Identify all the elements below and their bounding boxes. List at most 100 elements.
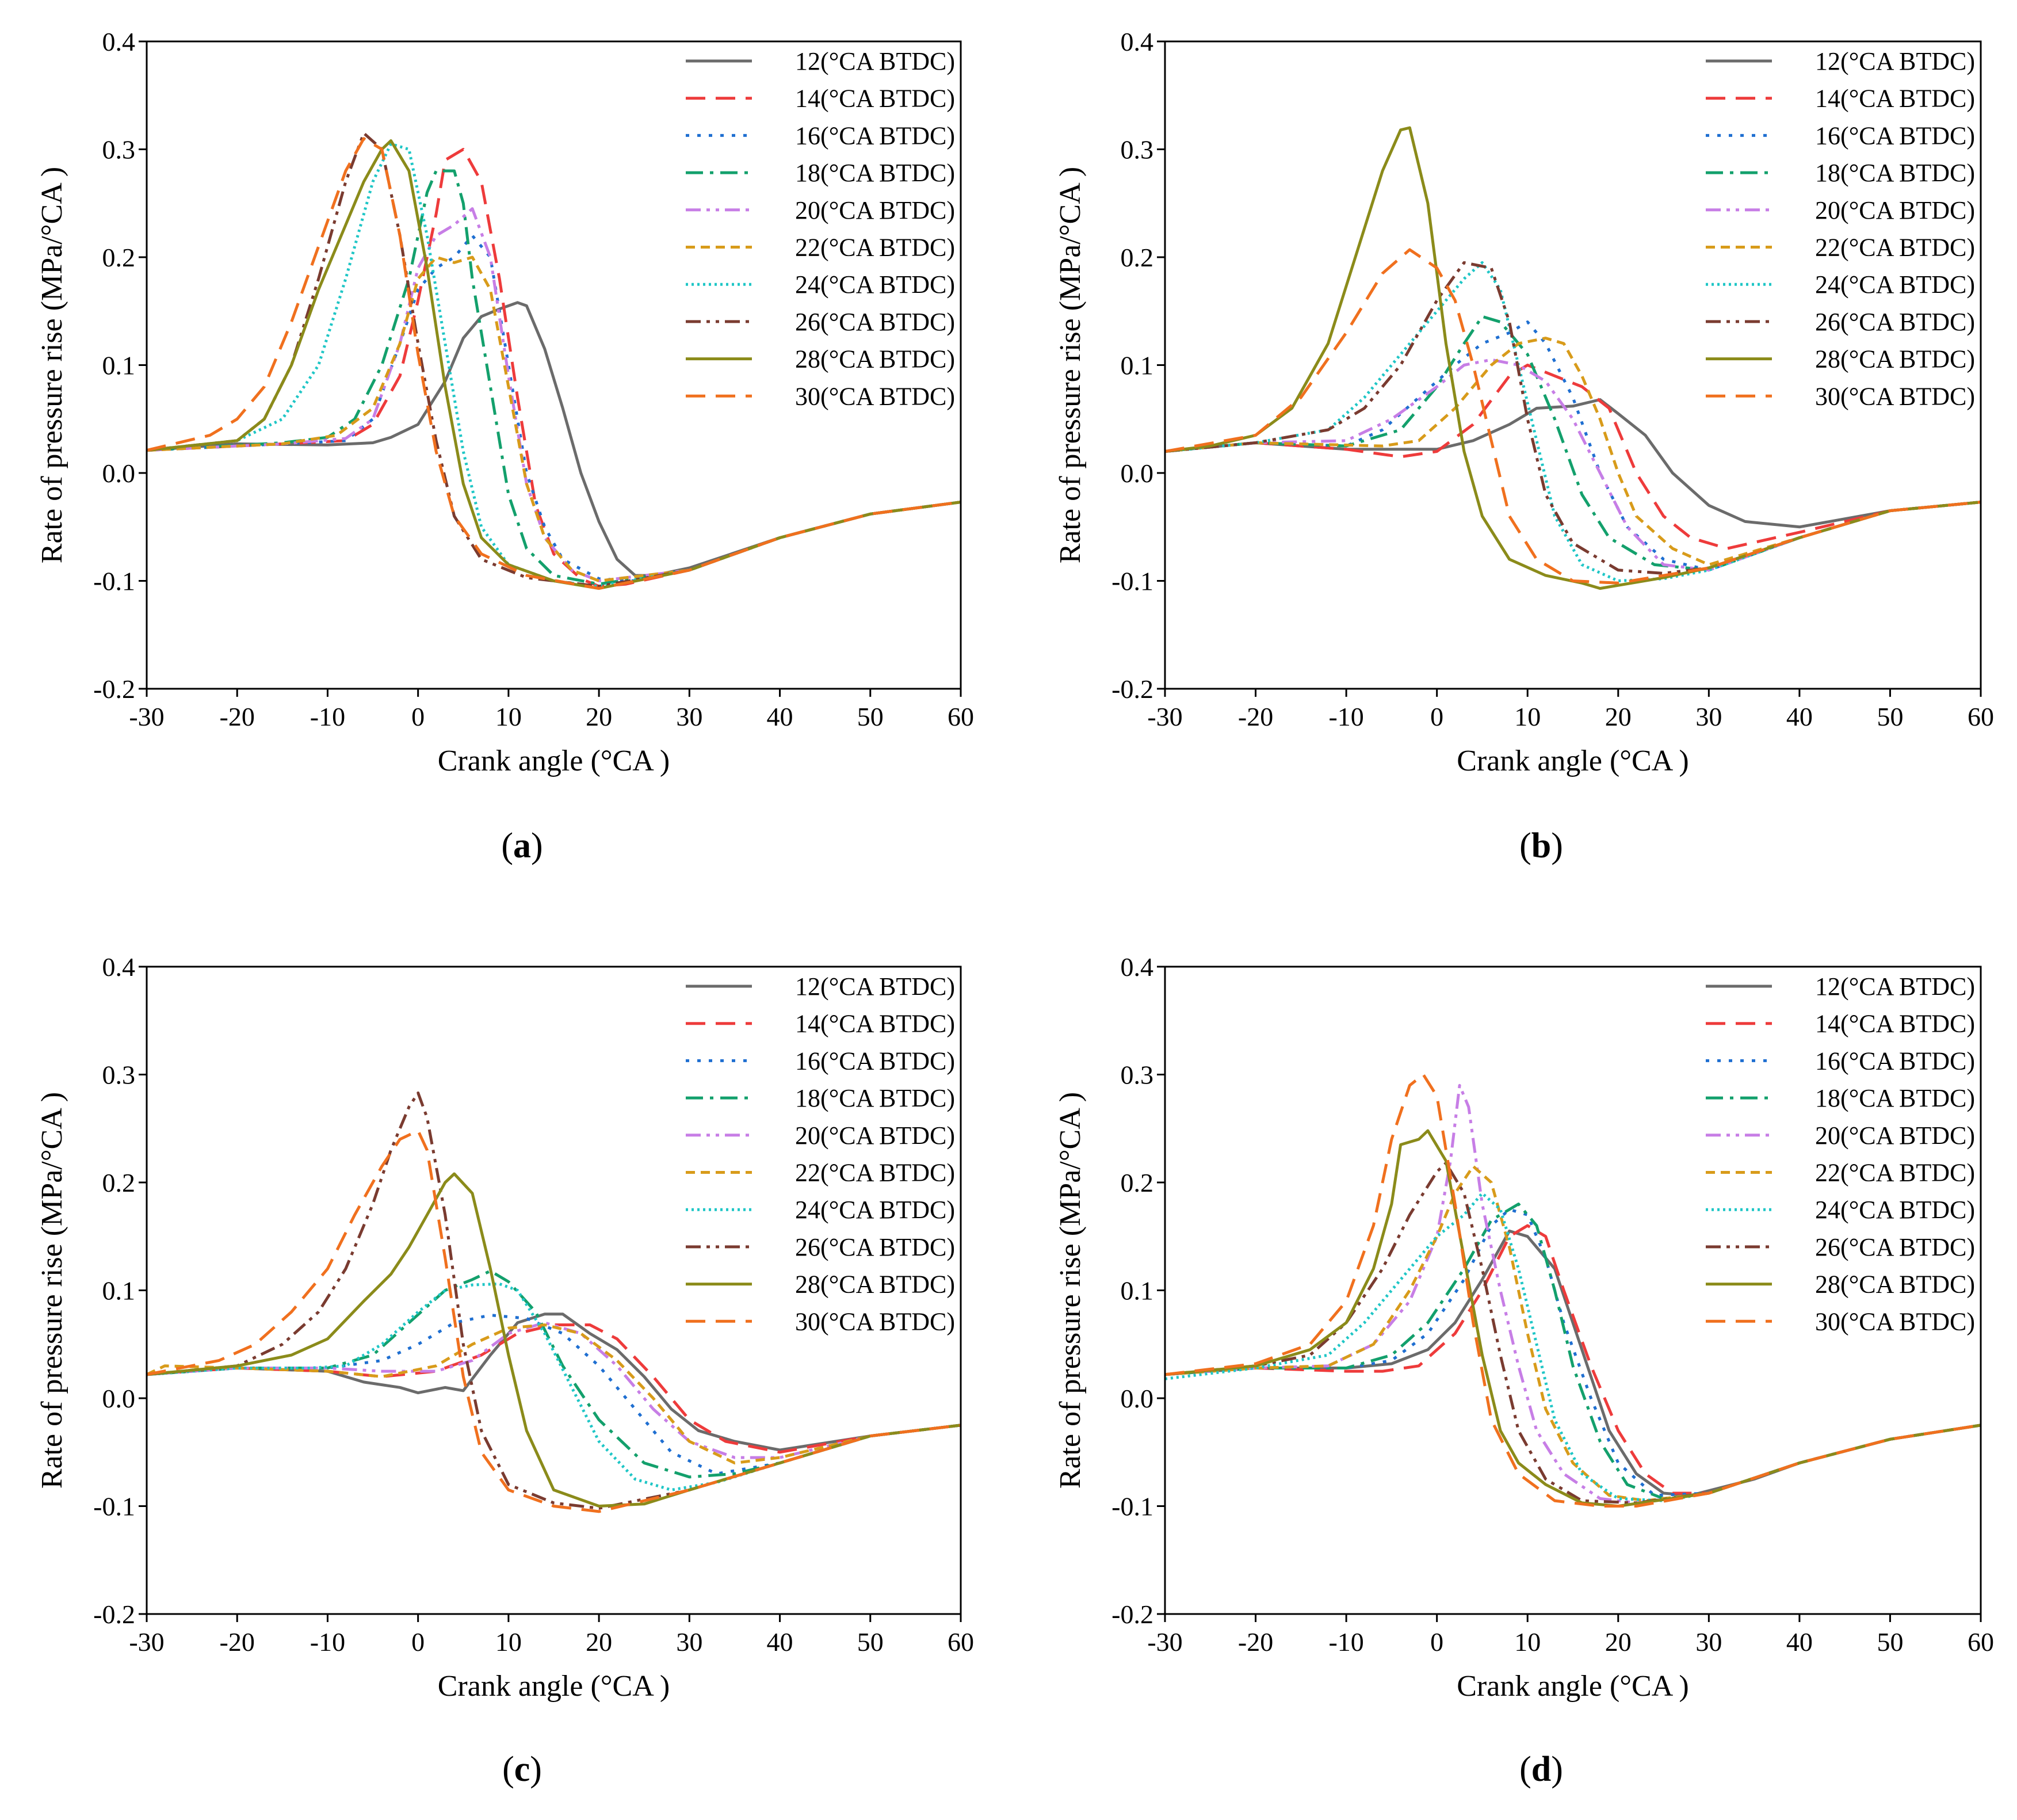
y-axis-title: Rate of pressure rise (MPa/°CA ) bbox=[36, 1092, 68, 1489]
legend-label: 24(°CA BTDC) bbox=[795, 270, 955, 299]
legend-label: 14(°CA BTDC) bbox=[795, 1010, 955, 1038]
series-lines bbox=[1165, 1073, 1981, 1508]
panel-label-letter: b bbox=[1531, 826, 1551, 865]
x-tick-label: 50 bbox=[1877, 1627, 1903, 1657]
y-tick-label: -0.2 bbox=[93, 674, 135, 704]
y-tick-label: -0.1 bbox=[1111, 567, 1153, 596]
legend-label: 20(°CA BTDC) bbox=[1815, 196, 1975, 224]
legend-label: 26(°CA BTDC) bbox=[1815, 1233, 1975, 1261]
x-tick-label: 40 bbox=[767, 702, 793, 731]
x-tick-label: -20 bbox=[220, 1627, 255, 1657]
series-lines bbox=[147, 1091, 961, 1513]
x-axis-title: Crank angle (°CA ) bbox=[1457, 1670, 1689, 1703]
y-tick-label: 0.2 bbox=[1121, 243, 1154, 272]
legend-label: 12(°CA BTDC) bbox=[1815, 972, 1975, 1001]
series-line-30 bbox=[1165, 1073, 1981, 1508]
chart-panel-a: -30 -20 -10 0 10 20 30 40 50 60 -0.2 -0.1 0.0 0.1 0.2 0… bbox=[36, 27, 974, 865]
y-tick-label: 0.1 bbox=[102, 351, 136, 380]
panel-label: (a) bbox=[501, 826, 543, 865]
legend-label: 20(°CA BTDC) bbox=[795, 1121, 955, 1150]
panel-label-close: ) bbox=[531, 826, 543, 865]
series-line-18 bbox=[147, 1269, 961, 1479]
series-line-14 bbox=[147, 1323, 961, 1454]
x-tick-label: -30 bbox=[129, 702, 164, 731]
chart-panel-c: -30 -20 -10 0 10 20 30 40 50 60 -0.2 -0.1 0.0 0.1 0.2 0… bbox=[36, 952, 974, 1789]
x-tick-label: 50 bbox=[1877, 702, 1903, 731]
legend-label: 18(°CA BTDC) bbox=[1815, 159, 1975, 187]
series-lines bbox=[147, 131, 961, 590]
legend-label: 16(°CA BTDC) bbox=[795, 1047, 955, 1075]
y-axis-title: Rate of pressure rise (MPa/°CA ) bbox=[36, 167, 68, 563]
x-tick-label: 40 bbox=[1786, 1627, 1813, 1657]
legend-label: 30(°CA BTDC) bbox=[795, 382, 955, 410]
x-tick-label: 60 bbox=[1968, 702, 1994, 731]
x-tick-label: 40 bbox=[1786, 702, 1813, 731]
x-tick-label: 30 bbox=[676, 702, 702, 731]
panel-label-close: ) bbox=[1551, 826, 1563, 865]
x-tick-label: 40 bbox=[767, 1627, 793, 1657]
legend-label: 22(°CA BTDC) bbox=[795, 1159, 955, 1187]
x-tick-label: 10 bbox=[495, 1627, 522, 1657]
y-tick-label: 0.4 bbox=[102, 952, 136, 982]
x-tick-label: 10 bbox=[1514, 702, 1541, 731]
legend-label: 26(°CA BTDC) bbox=[795, 1233, 955, 1261]
x-axis-title: Crank angle (°CA ) bbox=[1457, 745, 1689, 777]
y-tick-label: 0.3 bbox=[1121, 135, 1154, 165]
panel-label: (c) bbox=[502, 1750, 542, 1789]
x-tick-label: -10 bbox=[1328, 1627, 1363, 1657]
legend-label: 28(°CA BTDC) bbox=[1815, 1270, 1975, 1299]
x-tick-label: 30 bbox=[1695, 702, 1722, 731]
series-line-30 bbox=[147, 1129, 961, 1513]
x-tick-label: 10 bbox=[1514, 1627, 1541, 1657]
y-tick-label: 0.3 bbox=[102, 1060, 136, 1090]
y-tick-label: 0.2 bbox=[1121, 1168, 1154, 1197]
y-tick-label: -0.1 bbox=[93, 567, 135, 596]
series-line-14 bbox=[1165, 364, 1981, 550]
legend-label: 22(°CA BTDC) bbox=[795, 234, 955, 262]
legend-label: 28(°CA BTDC) bbox=[795, 1270, 955, 1299]
x-tick-label: 0 bbox=[411, 1627, 425, 1657]
legend-label: 12(°CA BTDC) bbox=[795, 47, 955, 75]
panel-label-letter: a bbox=[513, 826, 531, 865]
y-tick-label: -0.1 bbox=[93, 1492, 135, 1521]
legend-label: 30(°CA BTDC) bbox=[1815, 1307, 1975, 1336]
x-tick-label: -10 bbox=[1328, 702, 1363, 731]
panel-label: (b) bbox=[1519, 826, 1563, 865]
x-tick-label: 60 bbox=[948, 702, 974, 731]
x-tick-label: 0 bbox=[411, 702, 425, 731]
series-line-30 bbox=[1165, 248, 1981, 585]
x-tick-label: -20 bbox=[1238, 1627, 1273, 1657]
x-tick-label: 0 bbox=[1430, 702, 1443, 731]
legend: 12(°CA BTDC) 14(°CA BTDC) 16(°CA BTDC) 18(°… bbox=[686, 972, 955, 1336]
y-tick-label: -0.2 bbox=[1111, 674, 1153, 704]
y-tick-label: 0.1 bbox=[102, 1276, 136, 1306]
series-line-30 bbox=[147, 137, 961, 590]
series-line-26 bbox=[1165, 261, 1981, 575]
legend-label: 18(°CA BTDC) bbox=[795, 159, 955, 187]
panel-label: (d) bbox=[1519, 1750, 1563, 1789]
y-tick-label: -0.2 bbox=[93, 1600, 135, 1629]
legend-label: 22(°CA BTDC) bbox=[1815, 1159, 1975, 1187]
chart-panel-b: -30 -20 -10 0 10 20 30 40 50 60 -0.2 -0.1 0.0 0.1 0.2 0… bbox=[1054, 27, 1994, 865]
y-tick-label: 0.2 bbox=[102, 243, 136, 272]
legend-label: 18(°CA BTDC) bbox=[1815, 1084, 1975, 1112]
legend-label: 30(°CA BTDC) bbox=[795, 1307, 955, 1336]
x-axis-title: Crank angle (°CA ) bbox=[438, 1670, 670, 1703]
x-tick-label: 0 bbox=[1430, 1627, 1443, 1657]
x-tick-label: -10 bbox=[310, 702, 345, 731]
legend-label: 26(°CA BTDC) bbox=[1815, 308, 1975, 336]
legend-label: 16(°CA BTDC) bbox=[1815, 1047, 1975, 1075]
y-tick-label: 0.3 bbox=[1121, 1060, 1154, 1090]
legend-label: 24(°CA BTDC) bbox=[795, 1196, 955, 1224]
series-line-18 bbox=[1165, 315, 1981, 572]
x-tick-label: 10 bbox=[495, 702, 522, 731]
legend-label: 12(°CA BTDC) bbox=[795, 972, 955, 1001]
legend-label: 12(°CA BTDC) bbox=[1815, 47, 1975, 75]
y-tick-label: 0.0 bbox=[1121, 459, 1154, 488]
x-tick-label: -10 bbox=[310, 1627, 345, 1657]
legend: 12(°CA BTDC) 14(°CA BTDC) 16(°CA BTDC) 18(°… bbox=[686, 47, 955, 410]
x-tick-label: -30 bbox=[1147, 1627, 1182, 1657]
x-tick-label: 20 bbox=[586, 1627, 612, 1657]
